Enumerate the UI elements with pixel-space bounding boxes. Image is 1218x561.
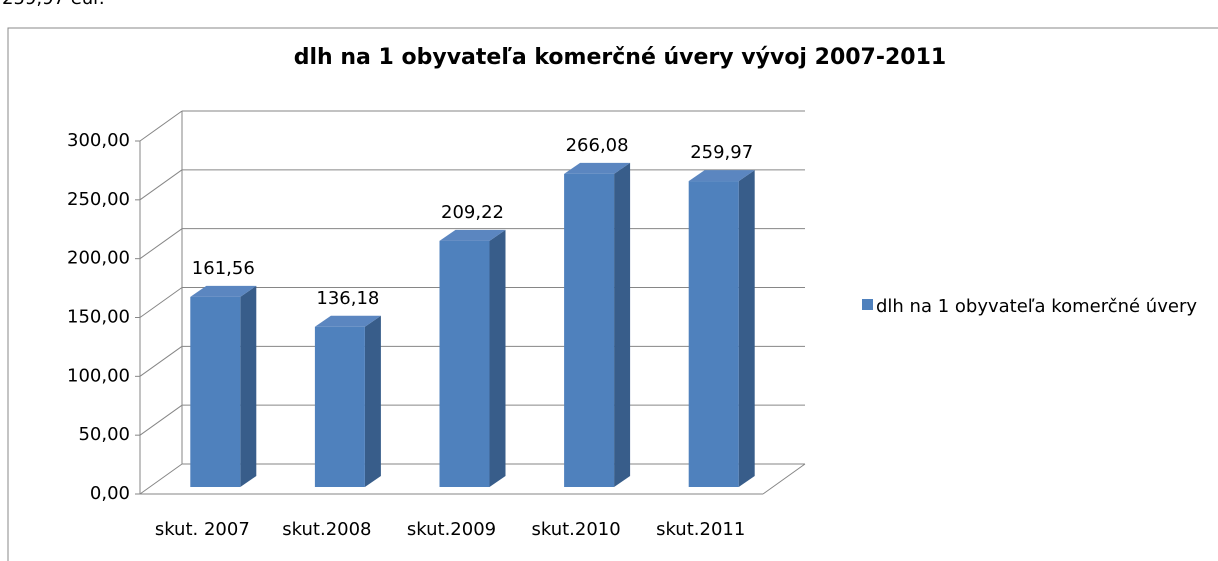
data-label: 259,97 <box>690 142 753 163</box>
bar <box>688 181 739 487</box>
chart-title: dlh na 1 obyvateľa komerčné úvery vývoj … <box>294 45 946 70</box>
bar-top <box>190 285 257 297</box>
bar-side <box>738 170 755 487</box>
chart-border <box>7 27 1218 561</box>
bar-top <box>314 315 381 327</box>
x-tick-label: skut.2008 <box>282 519 371 540</box>
bar-top <box>688 170 755 182</box>
x-tick-label: skut.2011 <box>656 519 745 540</box>
x-tick-label: skut.2010 <box>531 519 620 540</box>
y-tick-label: 300,00 <box>67 130 130 151</box>
grid-line <box>139 404 183 436</box>
legend-swatch <box>862 299 873 310</box>
bar <box>439 240 490 487</box>
data-label: 161,56 <box>192 258 255 279</box>
y-tick-label: 100,00 <box>67 365 130 386</box>
data-label: 136,18 <box>316 288 379 309</box>
bar-side <box>240 285 257 487</box>
legend-label: dlh na 1 obyvateľa komerčné úvery <box>876 296 1197 317</box>
bar-top <box>564 162 631 174</box>
y-tick-label: 0,00 <box>90 483 130 504</box>
bar-top <box>439 229 506 241</box>
y-tick-label: 200,00 <box>67 248 130 269</box>
data-label: 266,08 <box>566 135 629 156</box>
grid-line <box>139 287 183 318</box>
y-tick-label: 50,00 <box>78 424 130 445</box>
y-tick-label: 150,00 <box>67 307 130 328</box>
bar <box>190 296 241 487</box>
bar-side <box>614 162 631 487</box>
bar <box>564 173 615 487</box>
grid-line <box>139 463 183 495</box>
y-tick-label: 250,00 <box>67 189 130 210</box>
x-tick-label: skut.2009 <box>407 519 496 540</box>
data-label: 209,22 <box>441 202 504 223</box>
grid-line <box>139 110 183 142</box>
x-tick-label: skut. 2007 <box>155 519 250 540</box>
grid-line <box>139 345 183 377</box>
axis <box>762 463 806 495</box>
page-text: 259,97 eur. <box>2 0 105 9</box>
grid-line <box>139 169 183 201</box>
bar <box>314 326 365 487</box>
bar-side <box>489 229 506 487</box>
grid-line <box>139 228 183 260</box>
bar-side <box>364 315 381 487</box>
